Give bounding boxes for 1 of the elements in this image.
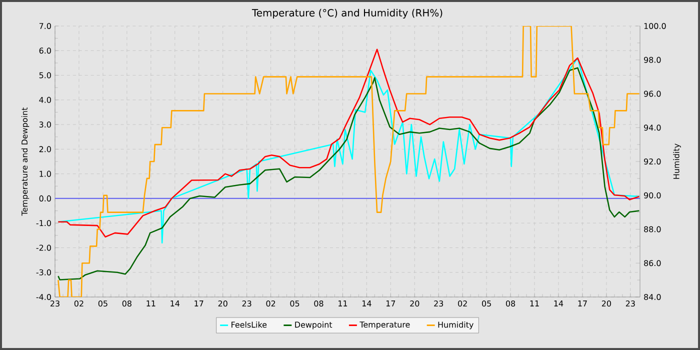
chart-title: Temperature (°C) and Humidity (RH%) [252, 8, 442, 18]
